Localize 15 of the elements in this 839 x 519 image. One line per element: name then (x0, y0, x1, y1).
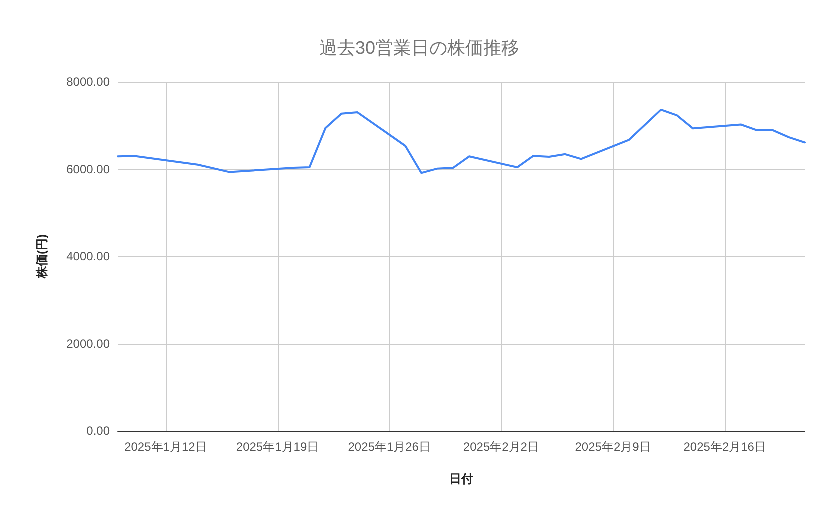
x-tick-label: 2025年1月12日 (124, 440, 208, 454)
x-tick-label: 2025年2月9日 (575, 440, 652, 454)
y-tick-label: 4000.00 (66, 250, 110, 264)
y-tick-label: 0.00 (86, 424, 110, 438)
y-tick-label: 2000.00 (66, 336, 110, 351)
y-tick-label: 8000.00 (66, 75, 110, 89)
x-tick-label: 2025年2月16日 (684, 440, 766, 454)
x-tick-label: 2025年1月26日 (348, 440, 431, 454)
x-tick-label: 2025年1月19日 (236, 440, 320, 454)
y-tick-label: 6000.00 (66, 162, 110, 176)
x-tick-label: 2025年2月2日 (463, 440, 540, 454)
chart-title: 過去30営業日の株価推移 (319, 38, 520, 58)
line-series (117, 108, 806, 174)
y-axis-title: 株価(円) (35, 234, 49, 280)
x-axis-title: 日付 (450, 472, 474, 486)
